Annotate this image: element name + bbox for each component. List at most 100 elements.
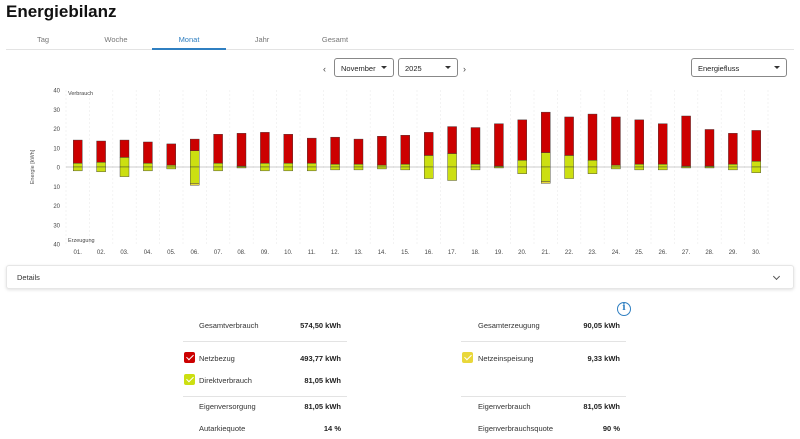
bar-erzeugung-direktverbrauch [517, 166, 527, 174]
bar-erzeugung-direktverbrauch [447, 166, 457, 181]
x-tick-label: 03. [120, 250, 129, 256]
bar-netzbezug [400, 135, 410, 165]
caret-down-icon [381, 66, 387, 69]
netzeinspeisung-checkbox[interactable] [462, 352, 473, 363]
x-tick-label: 12. [331, 250, 340, 256]
x-tick-label: 15. [401, 250, 410, 256]
bar-direktverbrauch [541, 152, 551, 168]
bar-erzeugung-direktverbrauch [213, 166, 223, 172]
x-tick-label: 30. [752, 250, 761, 256]
bar-netzbezug [704, 129, 715, 167]
page-title: Energiebilanz [6, 2, 117, 21]
bar-direktverbrauch [611, 164, 621, 168]
y-axis-label: Energie [kWh] [30, 149, 36, 184]
tab-gesamt[interactable]: Gesamt [321, 35, 349, 44]
bar-erzeugung-direktverbrauch [400, 166, 410, 171]
bar-netzbezug [611, 116, 621, 166]
bar-netzbezug [681, 115, 691, 167]
x-tick-label: 26. [659, 250, 668, 256]
bar-erzeugung-direktverbrauch [236, 166, 247, 169]
x-tick-label: 13. [354, 250, 363, 256]
autarkiequote-value: 14 % [323, 424, 341, 433]
bar-direktverbrauch [72, 162, 83, 168]
bar-netzbezug [283, 134, 293, 164]
y-tick-label: 20 [53, 204, 60, 210]
gesamtverbrauch-label: Gesamtverbrauch [199, 321, 259, 330]
bar-erzeugung-direktverbrauch [189, 166, 200, 184]
bar-netzbezug [564, 116, 574, 156]
tab-tag[interactable]: Tag [36, 35, 50, 44]
bar-direktverbrauch [424, 155, 434, 168]
caret-down-icon [445, 66, 451, 69]
bar-netzbezug [634, 119, 644, 165]
bar-netzbezug [143, 141, 153, 164]
gesamterzeugung-value: 90,05 kWh [583, 321, 620, 330]
bar-direktverbrauch [447, 153, 457, 168]
divider [461, 341, 626, 342]
netzbezug-label: Netzbezug [199, 354, 235, 363]
bar-netzbezug [494, 123, 504, 167]
bar-netzbezug [751, 130, 761, 162]
x-tick-label: 17. [448, 250, 457, 256]
eigenverbrauchsquote-value: 90 % [602, 424, 620, 433]
x-tick-label: 29. [729, 250, 738, 256]
bar-netzbezug [189, 138, 200, 151]
autarkiequote-label: Autarkiequote [199, 424, 246, 433]
erzeugung-label: Erzeugung [68, 238, 95, 244]
x-tick-label: 04. [144, 250, 153, 256]
bar-netzbezug [353, 138, 364, 165]
tab-monat[interactable]: Monat [178, 35, 200, 44]
x-tick-label: 05. [167, 250, 176, 256]
bar-direktverbrauch [260, 162, 270, 168]
bar-erzeugung-direktverbrauch [377, 166, 387, 170]
bar-erzeugung-direktverbrauch [564, 166, 574, 179]
year-select[interactable]: 2025 [398, 58, 458, 77]
x-tick-label: 01. [74, 250, 83, 256]
tab-jahr[interactable]: Jahr [254, 35, 270, 44]
bar-erzeugung-direktverbrauch [541, 166, 551, 182]
x-tick-label: 10. [284, 250, 293, 256]
bar-erzeugung-direktverbrauch [704, 166, 715, 169]
period-tabs: Tag Woche Monat Jahr Gesamt [6, 32, 794, 50]
bar-netzbezug [424, 132, 434, 156]
bar-direktverbrauch [587, 160, 598, 168]
bar-direktverbrauch [143, 162, 153, 168]
chevron-right-icon[interactable]: › [463, 64, 466, 74]
bar-direktverbrauch [283, 162, 293, 168]
netzeinspeisung-value: 9,33 kWh [587, 354, 620, 363]
view-select[interactable]: Energiefluss [691, 58, 787, 77]
bar-netzbezug [236, 133, 247, 167]
x-tick-label: 21. [542, 250, 551, 256]
bar-direktverbrauch [307, 162, 317, 168]
y-tick-label: 10 [53, 185, 60, 191]
bar-erzeugung-direktverbrauch [283, 166, 293, 172]
bar-direktverbrauch [517, 160, 527, 168]
bar-direktverbrauch [353, 163, 364, 168]
netzbezug-checkbox[interactable] [184, 352, 195, 363]
bar-erzeugung-direktverbrauch [119, 166, 130, 177]
info-icon[interactable]: i [617, 302, 631, 316]
details-expander[interactable]: Details [6, 265, 794, 289]
eigenversorgung-value: 81,05 kWh [304, 402, 341, 411]
bar-netzbezug [517, 119, 527, 161]
bar-netzbezug [260, 132, 270, 164]
month-select[interactable]: November [334, 58, 394, 77]
bar-direktverbrauch [119, 157, 130, 168]
eigenverbrauchsquote-label: Eigenverbrauchsquote [478, 424, 554, 433]
bar-direktverbrauch [564, 155, 574, 168]
x-tick-label: 02. [97, 250, 106, 256]
bar-erzeugung-direktverbrauch [494, 166, 504, 169]
direktverbrauch-checkbox[interactable] [184, 374, 195, 385]
bar-erzeugung-direktverbrauch [681, 166, 691, 169]
x-tick-label: 25. [635, 250, 644, 256]
details-label: Details [17, 273, 40, 282]
x-tick-label: 20. [518, 250, 527, 256]
verbrauch-label: Verbrauch [68, 91, 93, 97]
gesamtverbrauch-value: 574,50 kWh [300, 321, 341, 330]
x-tick-label: 16. [425, 250, 434, 256]
eigenverbrauch-label: Eigenverbrauch [478, 402, 531, 411]
tab-woche[interactable]: Woche [104, 35, 128, 44]
chevron-left-icon[interactable]: ‹ [323, 64, 326, 74]
y-tick-label: 40 [53, 89, 60, 95]
bar-netzbezug [541, 111, 551, 153]
